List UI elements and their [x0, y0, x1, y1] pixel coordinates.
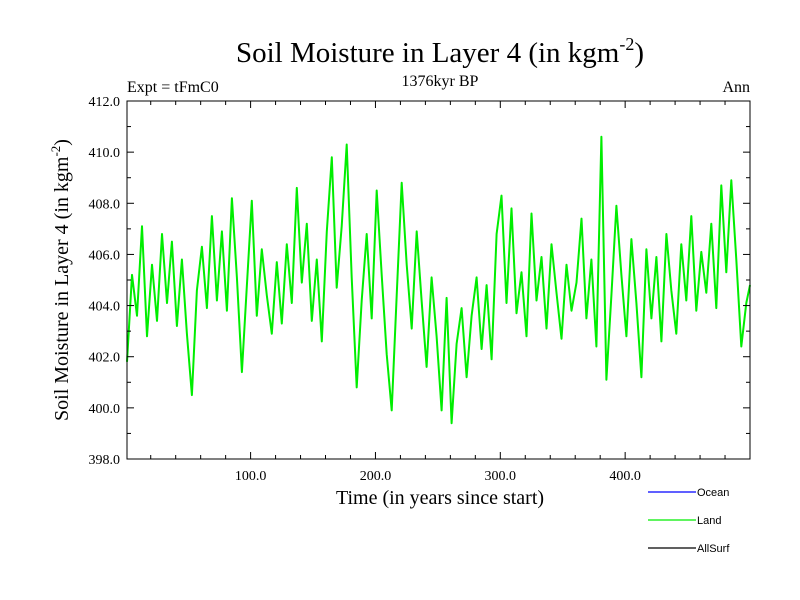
- legend-label-land: Land: [697, 515, 721, 527]
- legend-label-ocean: Ocean: [697, 487, 729, 499]
- subtitle-center: 1376kyr BP: [402, 73, 479, 90]
- x-tick-label: 200.0: [360, 469, 392, 484]
- y-tick-label: 398.0: [89, 453, 121, 468]
- chart-title-main: Soil Moisture in Layer 4 (in kgm: [236, 37, 620, 69]
- x-tick-label: 300.0: [485, 469, 517, 484]
- plot-frame: [126, 100, 751, 460]
- x-tick-label: 100.0: [235, 469, 267, 484]
- series-layer: [126, 135, 751, 425]
- y-tick-label: 402.0: [89, 351, 121, 366]
- series-line-land: [126, 135, 751, 425]
- y-tick-label: 404.0: [89, 300, 121, 315]
- y-axis-label: Soil Moisture in Layer 4 (in kgm-2): [48, 139, 73, 421]
- y-axis-label-sup: -2: [48, 146, 63, 157]
- x-axis-label: Time (in years since start): [336, 487, 544, 509]
- legend: Ocean Land AllSurf: [648, 487, 730, 555]
- legend-label-allsurf: AllSurf: [697, 543, 730, 555]
- y-tick-label: 408.0: [89, 197, 121, 212]
- chart-title-sup: -2: [619, 34, 634, 54]
- y-tick-label: 400.0: [89, 402, 121, 417]
- y-tick-label: 406.0: [89, 248, 121, 263]
- x-tick-label: 400.0: [609, 469, 641, 484]
- subtitle-left: Expt = tFmC0: [127, 79, 219, 96]
- y-axis-label-close: ): [51, 139, 73, 146]
- tick-layer: 398.0 400.0 402.0 404.0 406.0 408.0 410.0 412.0…: [89, 95, 750, 484]
- chart-title-close: ): [634, 37, 644, 69]
- y-tick-label: 410.0: [89, 146, 121, 161]
- y-axis-label-main: Soil Moisture in Layer 4 (in kgm: [51, 156, 73, 421]
- chart-title: Soil Moisture in Layer 4 (in kgm-2): [236, 34, 644, 69]
- y-tick-label: 412.0: [89, 95, 121, 110]
- subtitle-right: Ann: [722, 79, 750, 96]
